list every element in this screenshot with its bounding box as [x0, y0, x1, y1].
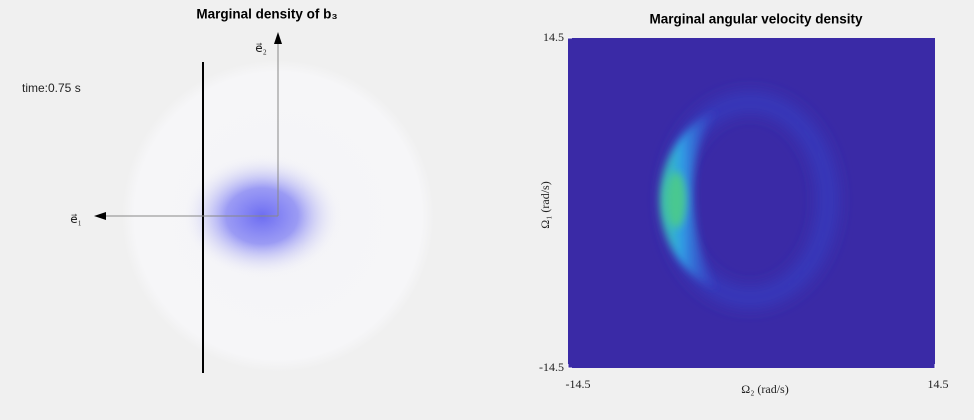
density-peak	[666, 172, 686, 228]
x-axis-label: Ω₂ (rad/s)	[741, 382, 788, 396]
y-tick-label: 14.5	[543, 30, 564, 44]
heatmap-background	[568, 38, 935, 368]
annotation: time:0.75 s	[22, 81, 81, 95]
density-crescent	[660, 108, 720, 292]
axis-label: e⃗₂	[255, 41, 267, 55]
arrowhead	[94, 212, 106, 220]
chart-title: Marginal density of b₃	[196, 7, 337, 22]
right-panel	[568, 38, 935, 368]
axis-label: e⃗₁	[70, 212, 82, 226]
x-tick-label: 14.5	[928, 377, 949, 391]
x-tick-label: -14.5	[566, 377, 591, 391]
left-panel	[94, 32, 434, 373]
y-tick-label: -14.5	[539, 360, 564, 374]
arrowhead	[274, 32, 282, 44]
y-axis-label: Ω₁ (rad/s)	[538, 181, 552, 228]
chart-title: Marginal angular velocity density	[649, 12, 863, 27]
